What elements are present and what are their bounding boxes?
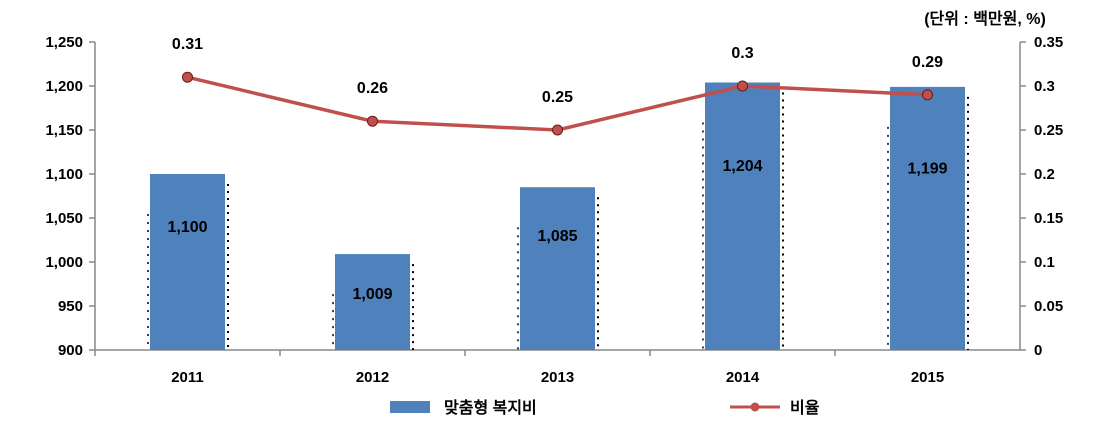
x-tick-label: 2014 (726, 369, 760, 386)
ratio-value-label: 0.3 (731, 45, 753, 62)
legend-line-marker (750, 402, 760, 412)
left-tick-label: 1,150 (45, 122, 83, 139)
unit-note: (단위 : 백만원, %) (924, 10, 1046, 28)
left-tick-label: 1,050 (45, 210, 83, 227)
right-tick-label: 0.05 (1034, 298, 1063, 315)
right-tick-label: 0.1 (1034, 254, 1055, 271)
bar-value-label: 1,085 (537, 228, 577, 245)
ratio-line (182, 71, 933, 136)
right-tick-label: 0 (1034, 342, 1042, 359)
legend-line-label: 비율 (790, 399, 820, 417)
left-tick-label: 900 (58, 342, 83, 359)
bar (335, 254, 410, 350)
left-tick-label: 1,000 (45, 254, 83, 271)
x-tick-label: 2011 (171, 369, 204, 386)
ratio-point (552, 124, 563, 136)
bar-value-label: 1,204 (722, 158, 762, 175)
bar-value-label: 1,199 (907, 161, 947, 178)
bar (520, 187, 595, 350)
bar (705, 82, 780, 350)
ratio-point (182, 71, 193, 83)
ratio-point (922, 89, 933, 101)
x-tick-label: 2013 (541, 369, 574, 386)
x-tick-label: 2015 (911, 369, 944, 386)
bar-value-label: 1,009 (352, 286, 392, 303)
left-tick-label: 1,250 (45, 34, 83, 51)
right-tick-label: 0.2 (1034, 166, 1055, 183)
axes: 900 950 1,000 1,050 1,100 1,150 1,200 1,250 0 0.0… (45, 34, 1063, 386)
right-tick-label: 0.15 (1034, 210, 1063, 227)
bar-value-label: 1,100 (167, 219, 207, 236)
legend-bar-label: 맞춤형 복지비 (444, 398, 537, 417)
ratio-value-label: 0.29 (912, 54, 943, 71)
left-tick-label: 1,200 (45, 78, 83, 95)
bar (890, 86, 965, 350)
right-tick-label: 0.3 (1034, 78, 1055, 95)
right-tick-label: 0.25 (1034, 122, 1063, 139)
legend-bar-swatch (390, 401, 430, 413)
bars (147, 82, 969, 350)
data-labels: 1,100 1,009 1,085 1,204 1,199 0.31 0.26 0.25 0.3… (167, 36, 947, 303)
ratio-value-label: 0.26 (357, 80, 388, 97)
right-tick-label: 0.35 (1034, 34, 1063, 51)
ratio-point (367, 115, 378, 127)
legend: 맞춤형 복지비 비율 (390, 398, 820, 417)
left-tick-label: 950 (58, 298, 83, 315)
ratio-point (737, 80, 748, 92)
ratio-value-label: 0.31 (172, 36, 203, 53)
x-tick-label: 2012 (356, 369, 389, 386)
bar (150, 174, 225, 350)
left-tick-label: 1,100 (45, 166, 83, 183)
ratio-value-label: 0.25 (542, 89, 573, 106)
